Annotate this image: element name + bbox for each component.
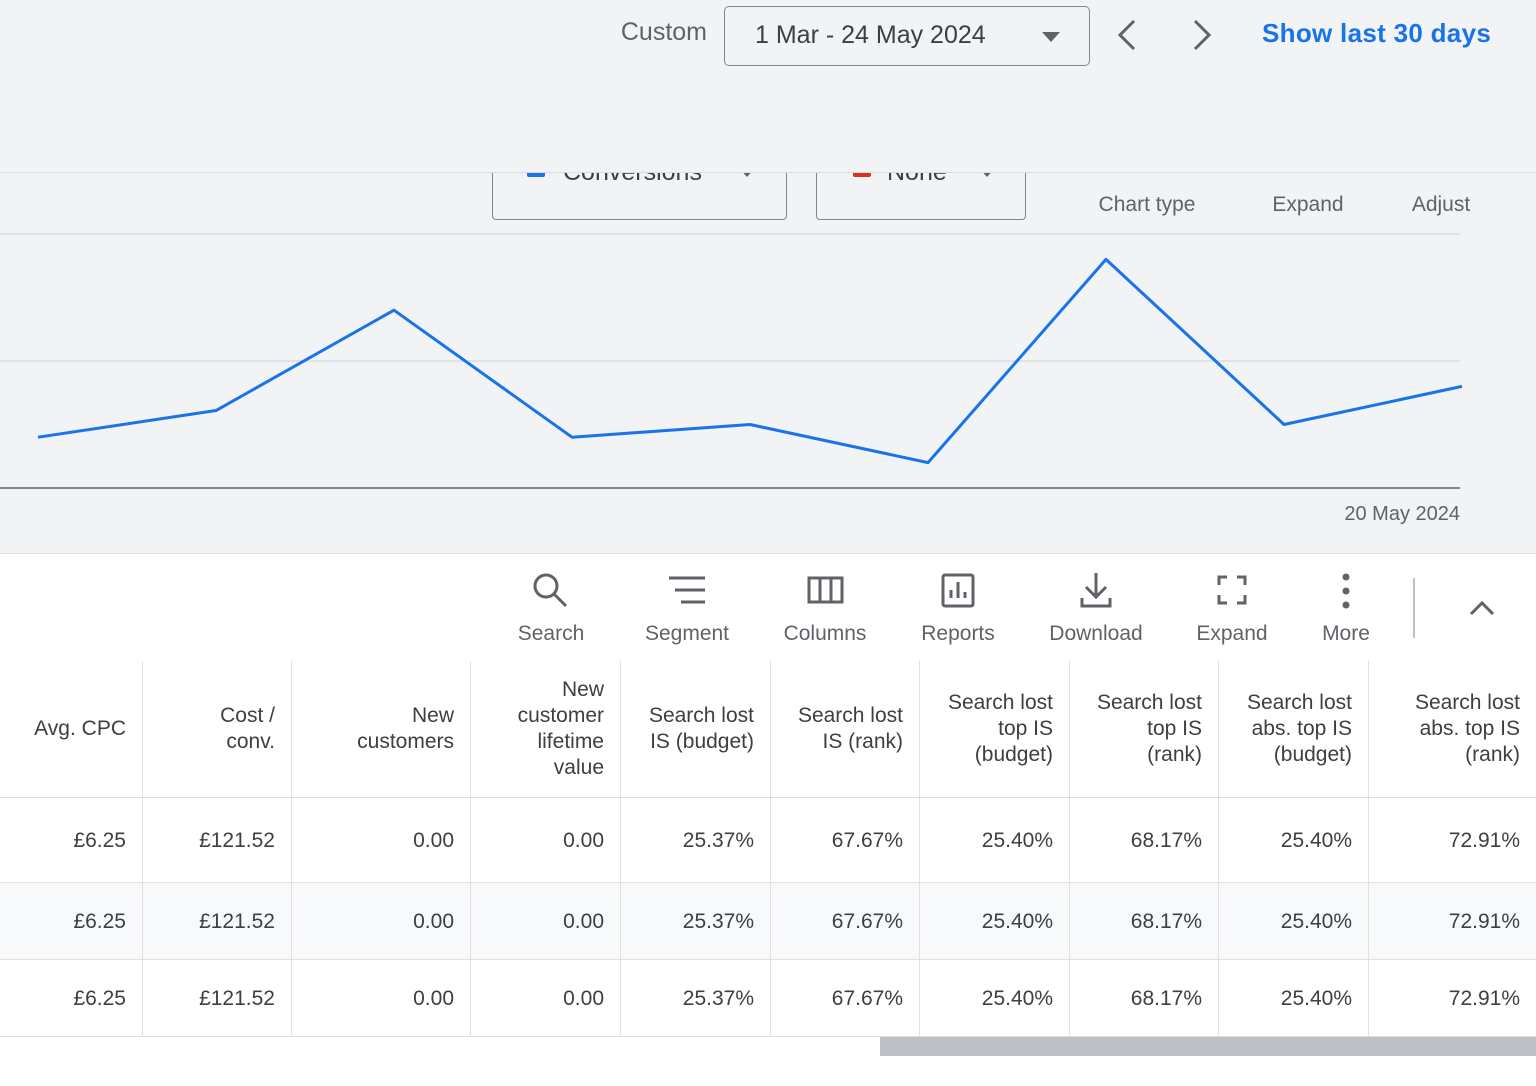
chart-type-button[interactable]: Chart type xyxy=(1098,193,1196,216)
table-cell: 0.00 xyxy=(292,798,471,883)
metric-swatch xyxy=(527,173,545,177)
column-header[interactable]: New customers xyxy=(292,661,471,797)
table-toolbar: Search Segment Columns Reports Download Expan… xyxy=(0,553,1536,661)
table-row xyxy=(0,883,1536,960)
scrollbar[interactable] xyxy=(880,1037,1536,1056)
date-dropdown[interactable]: 1 Mar - 24 May 2024 xyxy=(724,6,1090,66)
date-bar: Custom 1 Mar - 24 May 2024 Show last 30 … xyxy=(0,0,1536,173)
more-icon xyxy=(1342,573,1350,609)
table-cell: 72.91% xyxy=(1448,909,1520,933)
table-cell: 25.37% xyxy=(621,883,771,960)
metric-swatch xyxy=(853,173,871,177)
table-cell: £121.52 xyxy=(143,960,292,1037)
toolbar-icons xyxy=(533,573,1495,638)
column-header[interactable]: Search lost abs. top IS (budget) xyxy=(1219,661,1369,797)
table-cell: 25.40% xyxy=(1219,798,1369,883)
table-cell: 25.40% xyxy=(1219,960,1369,1037)
column-header[interactable]: Search lost abs. top IS (rank) xyxy=(1414,691,1520,766)
collapse-icon[interactable] xyxy=(1469,600,1495,616)
table-cell: 67.67% xyxy=(771,960,920,1037)
table-cell: 0.00 xyxy=(471,883,621,960)
table-cell: 67.67% xyxy=(771,798,920,883)
table-cell: 72.91% xyxy=(1448,828,1520,852)
toolbar-button[interactable]: More xyxy=(1322,622,1370,645)
toolbar-button[interactable]: Segment xyxy=(644,622,730,645)
segment-icon xyxy=(669,576,705,604)
toolbar-button[interactable]: Expand xyxy=(1196,622,1268,645)
line-chart: 20 May 2024 xyxy=(0,233,1463,525)
show-last-link[interactable]: Show last 30 days xyxy=(1262,18,1492,48)
column-header[interactable]: Search lost IS (rank) xyxy=(771,661,920,797)
toolbar-button[interactable]: Download xyxy=(1049,622,1143,645)
adjust-button[interactable]: Adjust xyxy=(1411,193,1471,216)
table-cell: 25.37% xyxy=(621,798,771,883)
date-range: 1 Mar - 24 May 2024 xyxy=(755,21,986,49)
metric-dropdown[interactable]: None xyxy=(816,173,1026,220)
metric-dropdown[interactable]: Conversions xyxy=(492,173,787,220)
expand-button[interactable]: Expand xyxy=(1272,193,1344,216)
range-label: Custom xyxy=(620,18,707,46)
columns-icon xyxy=(807,576,844,604)
table-cell: 67.67% xyxy=(771,883,920,960)
table-cell: 72.91% xyxy=(1448,986,1520,1010)
table-cell: 68.17% xyxy=(1070,883,1219,960)
dropdown-arrow xyxy=(743,173,751,177)
table-cell: 0.00 xyxy=(292,883,471,960)
expand-icon xyxy=(1217,575,1247,605)
table-cell: 25.40% xyxy=(920,960,1070,1037)
table-cell: £6.25 xyxy=(0,798,143,883)
dropdown-arrow xyxy=(1042,32,1060,42)
next-button[interactable] xyxy=(1189,18,1215,52)
table-cell: £121.52 xyxy=(143,798,292,883)
column-header[interactable]: Search lost IS (budget) xyxy=(621,661,771,797)
table-cell: 25.40% xyxy=(1219,883,1369,960)
metric-name: Conversions xyxy=(563,173,702,187)
column-header[interactable]: Cost / conv. xyxy=(143,661,292,797)
table-cell: £6.25 xyxy=(0,883,143,960)
x-axis-label: 20 May 2024 xyxy=(1344,503,1460,525)
table-cell: 68.17% xyxy=(1070,798,1219,883)
toolbar-button[interactable]: Reports xyxy=(921,622,995,645)
table-cell: 25.37% xyxy=(621,960,771,1037)
prev-button[interactable] xyxy=(1114,18,1140,52)
download-icon xyxy=(1080,573,1112,608)
column-header[interactable]: Avg. CPC xyxy=(0,661,143,797)
table-cell: 0.00 xyxy=(471,798,621,883)
reports-icon xyxy=(941,573,975,608)
dropdown-arrow xyxy=(983,173,991,177)
column-header[interactable]: Search lost top IS (rank) xyxy=(1070,661,1219,797)
metric-name: None xyxy=(887,173,947,187)
search-icon xyxy=(533,573,559,599)
table-row xyxy=(0,960,1536,1037)
table-cell: 25.40% xyxy=(920,798,1070,883)
table-row xyxy=(0,798,1536,883)
table-cell: 0.00 xyxy=(292,960,471,1037)
chart-area: Conversions None Chart type Expand Adjus… xyxy=(0,173,1536,553)
table-cell: 0.00 xyxy=(471,960,621,1037)
table-cell: £121.52 xyxy=(143,883,292,960)
table-cell: 25.40% xyxy=(920,883,1070,960)
toolbar-button[interactable]: Search xyxy=(517,622,585,645)
column-header[interactable]: New customer lifetime value xyxy=(471,661,621,797)
toolbar-button[interactable]: Columns xyxy=(783,622,867,645)
table-cell: 68.17% xyxy=(1070,960,1219,1037)
table-cell: £6.25 xyxy=(0,960,143,1037)
data-line xyxy=(37,257,1463,465)
column-header[interactable]: Search lost top IS (budget) xyxy=(920,661,1070,797)
